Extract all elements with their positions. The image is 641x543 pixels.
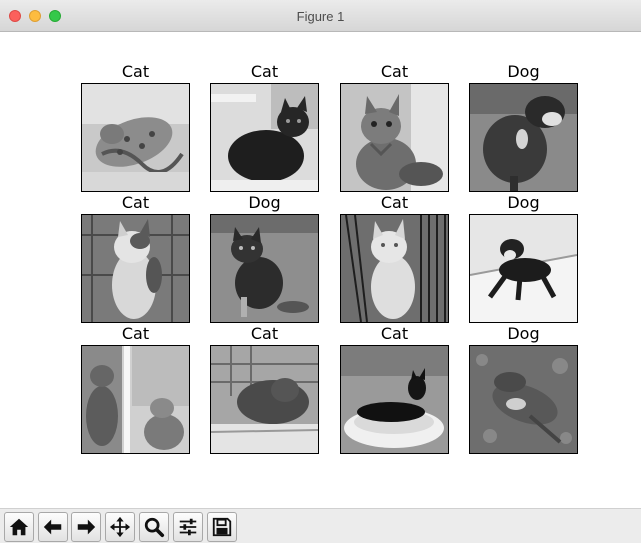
dog-photo bbox=[470, 346, 577, 453]
panel-title: Dog bbox=[507, 62, 540, 81]
minimize-window-button[interactable] bbox=[29, 10, 41, 22]
dog-photo bbox=[211, 215, 318, 322]
zoom-button[interactable] bbox=[139, 512, 169, 542]
panel-title: Dog bbox=[507, 193, 540, 212]
panel-title: Cat bbox=[121, 193, 150, 212]
image-panel: Cat bbox=[81, 193, 190, 324]
image-thumbnail bbox=[210, 345, 319, 454]
cat-photo bbox=[211, 84, 318, 191]
dog-photo bbox=[470, 215, 577, 322]
panel-title: Cat bbox=[250, 62, 279, 81]
image-thumbnail bbox=[340, 345, 449, 454]
cat-photo bbox=[82, 84, 189, 191]
image-thumbnail bbox=[469, 83, 578, 192]
forward-button[interactable] bbox=[71, 512, 101, 542]
save-icon bbox=[212, 517, 232, 537]
configure-subplots-button[interactable] bbox=[173, 512, 203, 542]
home-button[interactable] bbox=[4, 512, 34, 542]
image-thumbnail bbox=[340, 214, 449, 323]
pan-icon bbox=[109, 516, 131, 538]
cat-photo bbox=[341, 215, 448, 322]
forward-arrow-icon bbox=[77, 519, 96, 535]
panel-title: Cat bbox=[250, 324, 279, 343]
back-arrow-icon bbox=[43, 519, 62, 535]
panel-title: Dog bbox=[248, 193, 281, 212]
image-thumbnail bbox=[469, 214, 578, 323]
pan-button[interactable] bbox=[105, 512, 135, 542]
image-panel: Cat bbox=[340, 62, 449, 193]
image-thumbnail bbox=[81, 83, 190, 192]
image-panel: Cat bbox=[81, 62, 190, 193]
cat-photo bbox=[341, 84, 448, 191]
image-thumbnail bbox=[81, 214, 190, 323]
cat-photo bbox=[82, 346, 189, 453]
cat-photo bbox=[82, 215, 189, 322]
image-panel: Dog bbox=[210, 193, 319, 324]
zoom-icon bbox=[144, 517, 165, 538]
image-thumbnail bbox=[340, 83, 449, 192]
dog-photo bbox=[470, 84, 577, 191]
navigation-toolbar bbox=[0, 508, 641, 543]
close-window-button[interactable] bbox=[9, 10, 21, 22]
cat-photo bbox=[341, 346, 448, 453]
panel-title: Cat bbox=[121, 324, 150, 343]
image-panel: Cat bbox=[210, 324, 319, 455]
figure-canvas: Cat Cat bbox=[0, 32, 641, 508]
maximize-window-button[interactable] bbox=[49, 10, 61, 22]
configure-subplots-icon bbox=[179, 518, 197, 536]
image-thumbnail bbox=[210, 83, 319, 192]
image-panel: Dog bbox=[469, 324, 578, 455]
image-panel: Cat bbox=[340, 324, 449, 455]
cat-photo bbox=[211, 346, 318, 453]
image-panel: Dog bbox=[469, 62, 578, 193]
panel-title: Cat bbox=[121, 62, 150, 81]
home-icon bbox=[9, 518, 29, 536]
panel-title: Cat bbox=[380, 62, 409, 81]
save-button[interactable] bbox=[207, 512, 237, 542]
image-thumbnail bbox=[210, 214, 319, 323]
image-panel: Cat bbox=[340, 193, 449, 324]
window-titlebar: Figure 1 bbox=[0, 0, 641, 32]
image-panel: Cat bbox=[81, 324, 190, 455]
image-panel: Cat bbox=[210, 62, 319, 193]
image-thumbnail bbox=[81, 345, 190, 454]
back-button[interactable] bbox=[38, 512, 68, 542]
image-thumbnail bbox=[469, 345, 578, 454]
window-title: Figure 1 bbox=[296, 9, 345, 24]
panel-title: Dog bbox=[507, 324, 540, 343]
image-panel: Dog bbox=[469, 193, 578, 324]
panel-title: Cat bbox=[380, 193, 409, 212]
panel-title: Cat bbox=[380, 324, 409, 343]
